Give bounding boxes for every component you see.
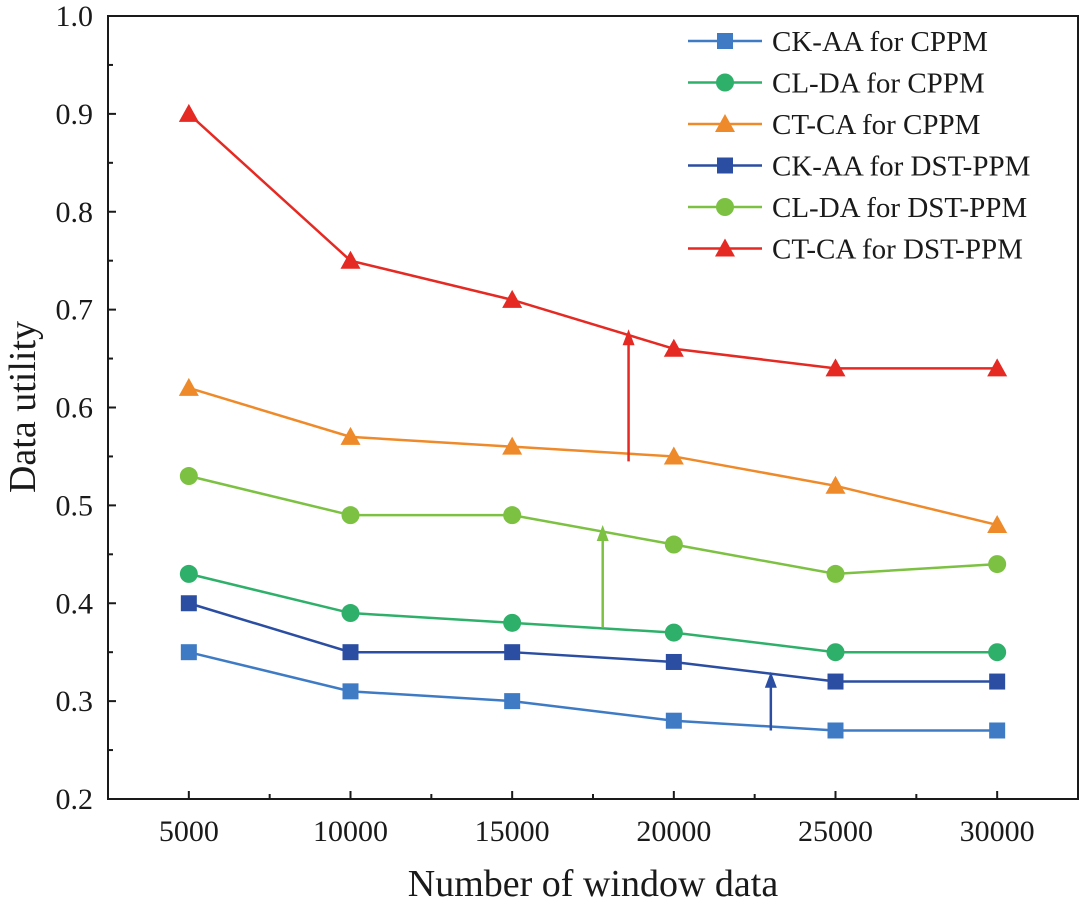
data-point <box>178 377 199 396</box>
data-point <box>180 595 197 612</box>
x-tick-label: 30000 <box>960 815 1035 848</box>
arrow-head <box>764 671 777 688</box>
legend-item: CK-AA for CPPM <box>688 26 988 58</box>
y-tick-label: 0.4 <box>56 587 94 620</box>
data-point <box>179 467 198 486</box>
legend-marker <box>717 157 733 174</box>
data-point <box>664 623 683 642</box>
data-point <box>989 722 1006 739</box>
x-tick-label: 20000 <box>636 815 711 848</box>
data-point <box>179 564 198 583</box>
data-point <box>827 722 844 739</box>
x-axis-title: Number of window data <box>408 863 779 901</box>
annotation-arrow <box>622 329 635 462</box>
data-point <box>663 338 684 357</box>
x-tick-label: 5000 <box>159 815 219 848</box>
annotation-arrows <box>596 329 777 731</box>
data-point <box>665 653 682 670</box>
legend-item: CT-CA for CPPM <box>688 109 980 141</box>
series-layer <box>178 103 1008 739</box>
x-tick-label: 10000 <box>313 815 388 848</box>
y-tick-label: 0.6 <box>56 392 94 425</box>
y-tick-label: 0.8 <box>56 196 94 229</box>
data-point <box>341 506 360 525</box>
series-line <box>188 650 998 732</box>
data-point <box>987 514 1008 533</box>
y-tick-label: 0.5 <box>56 489 94 522</box>
series-ck-aa-for-cppm <box>180 644 1006 739</box>
legend-marker <box>715 238 735 257</box>
data-point <box>502 289 523 308</box>
legend-item: CL-DA for CPPM <box>688 68 985 100</box>
data-point <box>987 358 1008 377</box>
data-point <box>342 644 359 661</box>
series-ct-ca-for-dst-ppm <box>178 103 1008 377</box>
data-point <box>665 712 682 729</box>
x-tick-label: 25000 <box>798 815 873 848</box>
legend-label: CL-DA for CPPM <box>772 68 985 100</box>
legend-label: CK-AA for CPPM <box>772 26 988 58</box>
data-point <box>340 250 361 269</box>
data-point <box>663 446 684 465</box>
series-cl-da-for-cppm <box>179 564 1007 662</box>
data-point <box>825 475 846 494</box>
data-point <box>827 673 844 690</box>
data-point <box>988 555 1007 574</box>
y-tick-label: 0.7 <box>56 294 94 327</box>
data-point <box>502 436 523 455</box>
data-point <box>180 644 197 661</box>
series-line <box>188 474 998 576</box>
legend-marker <box>716 198 734 216</box>
series-ct-ca-for-cppm <box>178 377 1008 533</box>
legend: CK-AA for CPPM CL-DA for CPPM CT-CA for CP… <box>688 26 1030 266</box>
data-point <box>825 358 846 377</box>
series-line <box>188 572 998 654</box>
data-point <box>989 673 1006 690</box>
legend-marker <box>715 114 735 132</box>
data-point <box>826 564 845 583</box>
legend-marker <box>717 33 733 49</box>
y-axis-ticks: 0.2 0.3 0.4 0.5 0.6 0.7 0.8 0.9 1.0 <box>56 0 116 816</box>
legend-item: CL-DA for DST-PPM <box>688 192 1027 224</box>
arrow-head <box>622 329 635 346</box>
arrow-head <box>596 524 609 541</box>
y-tick-label: 0.3 <box>56 685 94 718</box>
series-line <box>187 112 998 370</box>
data-point <box>988 643 1007 662</box>
series-ck-aa-for-dst-ppm <box>180 595 1006 690</box>
y-tick-label: 0.9 <box>56 98 94 131</box>
data-point <box>504 644 521 661</box>
legend-item: CK-AA for DST-PPM <box>688 151 1030 183</box>
data-point <box>503 506 522 525</box>
legend-label: CT-CA for CPPM <box>772 109 980 141</box>
data-point <box>178 103 199 122</box>
annotation-arrow <box>764 671 777 731</box>
legend-label: CL-DA for DST-PPM <box>772 192 1027 224</box>
x-axis-ticks: 5000 10000 15000 20000 25000 30000 <box>159 791 1035 848</box>
x-tick-label: 15000 <box>475 815 550 848</box>
data-point <box>504 693 521 710</box>
y-axis-title: Data utility <box>2 321 44 493</box>
series-line <box>188 602 998 683</box>
legend-label: CT-CA for DST-PPM <box>772 234 1023 266</box>
data-point <box>342 683 359 700</box>
y-tick-label: 1.0 <box>56 0 94 33</box>
series-line <box>188 386 998 527</box>
data-point <box>341 604 360 623</box>
annotation-arrow <box>596 524 609 628</box>
data-point <box>826 643 845 662</box>
legend-item: CT-CA for DST-PPM <box>688 234 1023 266</box>
legend-marker <box>716 73 734 92</box>
data-point <box>340 426 361 445</box>
series-cl-da-for-dst-ppm <box>179 467 1007 583</box>
legend-label: CK-AA for DST-PPM <box>772 151 1030 183</box>
data-point <box>503 613 522 632</box>
y-tick-label: 0.2 <box>56 783 94 816</box>
data-point <box>664 535 683 554</box>
